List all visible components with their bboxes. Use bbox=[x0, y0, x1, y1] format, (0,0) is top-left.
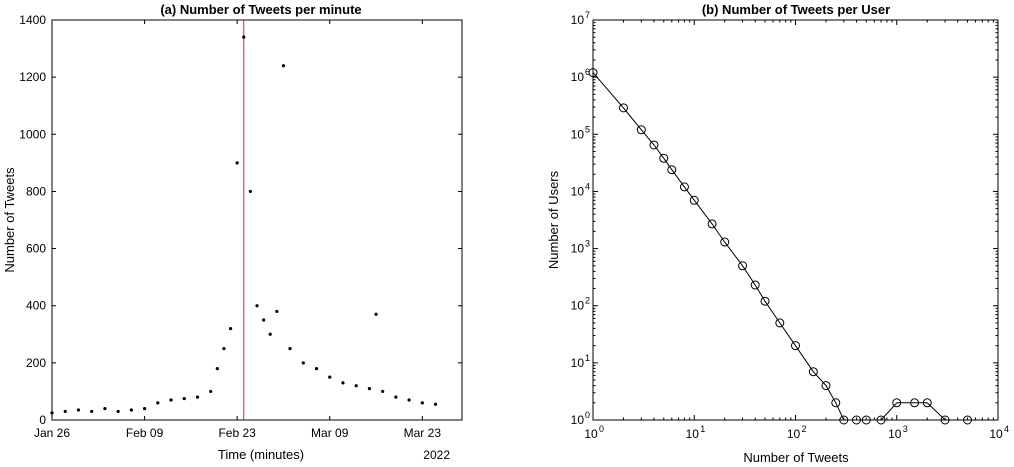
y-tick-label: 1400 bbox=[19, 13, 46, 27]
data-point bbox=[275, 309, 279, 314]
data-point bbox=[169, 398, 173, 402]
x-tick-label: Jan 26 bbox=[34, 426, 70, 440]
data-point bbox=[76, 408, 81, 412]
data-point bbox=[268, 332, 272, 336]
data-point bbox=[420, 401, 424, 405]
data-point bbox=[142, 406, 147, 411]
data-point bbox=[63, 409, 67, 414]
data-point bbox=[50, 411, 54, 415]
chart-a-ylabel: Number of Tweets bbox=[2, 167, 17, 273]
chart-a-plot-area: 0 200 400 600 800 1000 1200 1400 Jan 26 Feb 09 Feb… bbox=[19, 13, 463, 440]
data-point bbox=[103, 406, 107, 411]
data-point bbox=[129, 408, 133, 412]
data-point bbox=[215, 366, 219, 371]
chart-a-year-label: 2022 bbox=[423, 448, 450, 462]
x-tick-label: Feb 23 bbox=[218, 426, 256, 440]
x-tick-label: Mar 23 bbox=[404, 426, 442, 440]
data-point bbox=[242, 35, 246, 39]
y-tick-label: 800 bbox=[26, 184, 46, 198]
data-point bbox=[90, 409, 94, 414]
y-tick-label: 1000 bbox=[19, 127, 46, 141]
chart-a-frame bbox=[51, 19, 463, 421]
data-point bbox=[228, 326, 233, 331]
data-point bbox=[301, 361, 305, 365]
data-point bbox=[374, 312, 378, 316]
data-point bbox=[341, 381, 345, 385]
data-point bbox=[116, 409, 120, 414]
y-tick-label: 1200 bbox=[19, 70, 46, 84]
chart-a-title: (a) Number of Tweets per minute bbox=[160, 2, 361, 17]
data-point bbox=[235, 161, 239, 165]
data-point bbox=[328, 375, 332, 379]
y-tick-label: 0 bbox=[39, 413, 46, 427]
data-point bbox=[367, 386, 372, 391]
y-tick-label: 600 bbox=[26, 242, 46, 256]
y-tick-label: 400 bbox=[26, 299, 46, 313]
data-point bbox=[248, 189, 252, 194]
y-tick-label: 200 bbox=[26, 356, 46, 370]
data-point bbox=[281, 64, 286, 68]
data-point bbox=[314, 366, 319, 371]
x-tick-label: Mar 09 bbox=[311, 426, 349, 440]
data-point bbox=[433, 402, 438, 406]
data-point bbox=[262, 318, 266, 322]
data-point bbox=[354, 384, 358, 388]
x-tick-label: Feb 09 bbox=[126, 426, 164, 440]
data-point bbox=[195, 395, 200, 399]
data-point bbox=[288, 346, 292, 351]
data-point bbox=[156, 401, 160, 405]
data-point bbox=[381, 389, 385, 394]
chart-a-xlabel: Time (minutes) bbox=[218, 447, 304, 462]
data-point bbox=[255, 304, 259, 308]
data-point bbox=[182, 396, 186, 401]
data-point bbox=[209, 389, 213, 394]
data-point bbox=[394, 395, 398, 399]
data-point bbox=[407, 398, 411, 402]
data-point bbox=[222, 346, 226, 351]
